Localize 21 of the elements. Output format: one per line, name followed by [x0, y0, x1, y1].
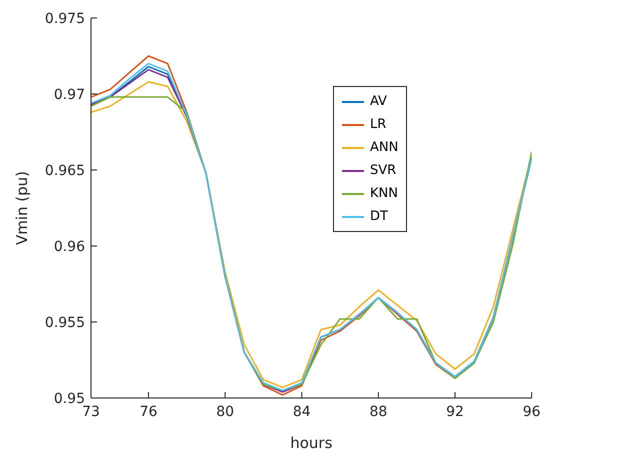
x-tick-label: 76	[140, 404, 158, 420]
x-tick-label: 88	[369, 404, 388, 420]
y-tick-label: 0.96	[54, 238, 86, 255]
y-tick-label: 0.965	[44, 162, 85, 179]
y-tick-label: 0.955	[44, 314, 85, 331]
legend-label: ANN	[370, 140, 398, 155]
x-tick-label: 92	[446, 404, 464, 420]
x-axis-title: hours	[290, 434, 333, 452]
y-tick-label: 0.95	[54, 390, 85, 407]
x-tick-label: 84	[292, 404, 311, 420]
y-axis-title: Vmin (pu)	[13, 170, 31, 246]
x-tick-label: 80	[216, 404, 234, 420]
legend-label: SVR	[370, 163, 396, 178]
y-tick-label: 0.97	[54, 86, 85, 103]
legend-label: AV	[370, 94, 387, 109]
legend-label: DT	[370, 209, 388, 224]
legend-label: LR	[370, 117, 386, 132]
x-tick-label: 73	[82, 404, 100, 420]
legend-label: KNN	[370, 186, 398, 201]
x-tick-label: 96	[522, 404, 541, 420]
y-tick-label: 0.975	[44, 10, 85, 27]
